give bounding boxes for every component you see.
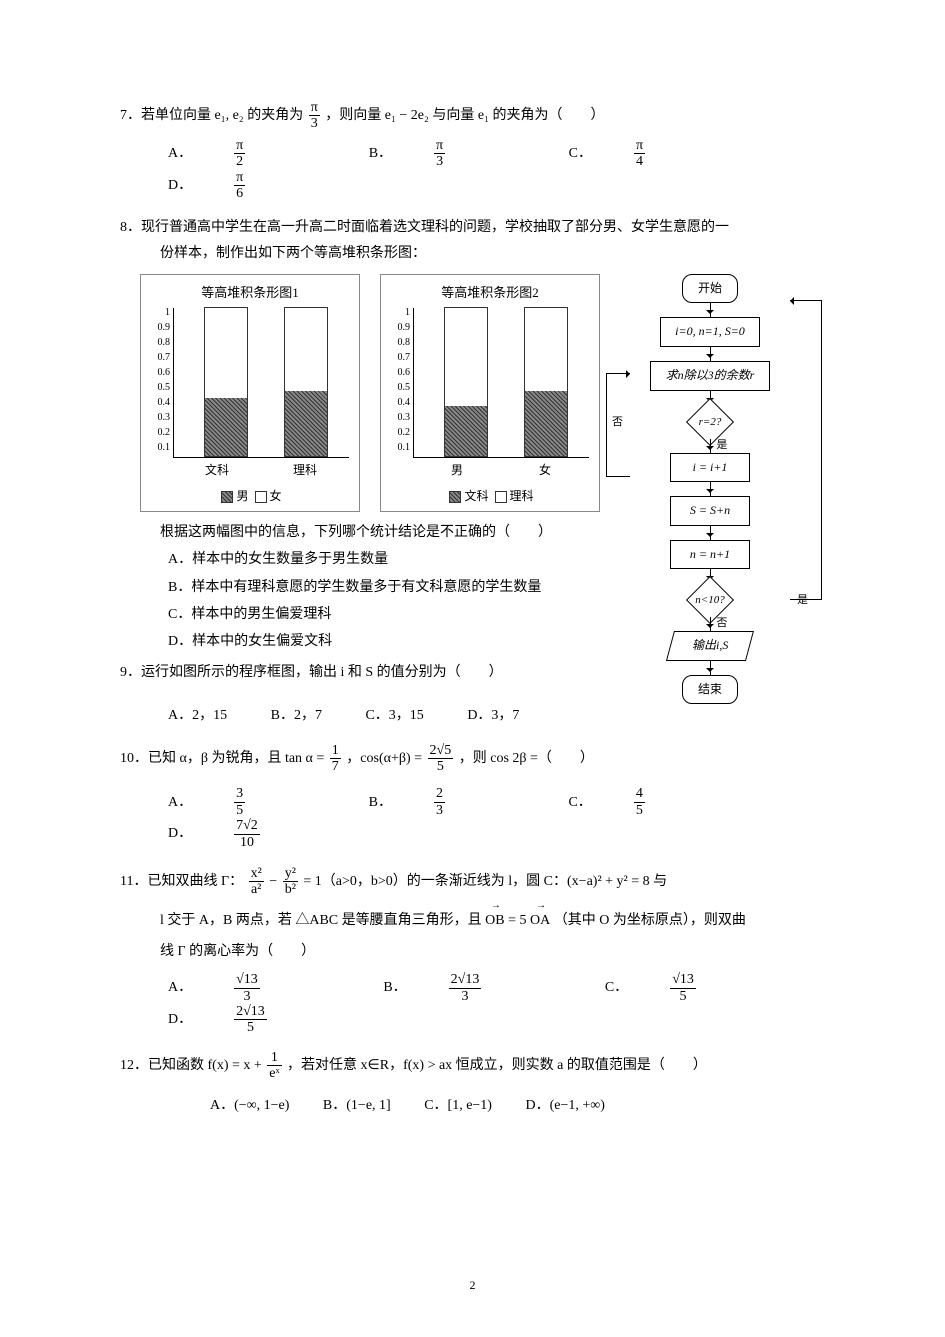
question-9: 9．运行如图所示的程序框图，输出 i 和 S 的值分别为（ ） A．2，15 B… <box>120 660 600 728</box>
q12-text-a: 12．已知函数 f(x) = x + <box>120 1058 265 1073</box>
q12-opt-c: C．[1, e−1) <box>424 1093 492 1118</box>
q8-opt-a: A．样本中的女生数量多于男生数量 <box>168 547 600 572</box>
q11-text-c: l 交于 A，B 两点，若 △ABC 是等腰直角三角形，且 <box>160 913 485 928</box>
fc-arrow <box>630 526 790 540</box>
chart2-xlabels: 男 女 <box>413 460 589 482</box>
q11-text-b: = 1（a>0，b>0）的一条渐近线为 l，圆 C：(x−a)² + y² = … <box>303 874 667 889</box>
fc-arrow <box>630 347 790 361</box>
q7-opt-c: C．π4 <box>569 138 725 170</box>
fc-arrow: 否 <box>630 617 790 631</box>
fc-step3: S = S+n <box>670 496 750 526</box>
q11-opt-a: A．√133 <box>168 972 340 1004</box>
q8-text-2: 份样本，制作出如下两个等高堆积条形图： <box>120 241 845 266</box>
legend-swatch-hatched-2 <box>449 491 461 503</box>
fc-cond2-yes: 是 <box>797 591 808 611</box>
page-number: 2 <box>0 1275 945 1297</box>
q9-opt-b: B．2，7 <box>271 703 322 728</box>
legend-swatch-white <box>255 491 267 503</box>
flowchart-inner: 开始 i=0, n=1, S=0 求n除以3的余数r r=2? 否 <box>610 274 790 705</box>
q10-opt-d: D．7√210 <box>168 818 340 850</box>
chart2-title: 等高堆积条形图2 <box>385 281 595 304</box>
q12-opt-a: A．(−∞, 1−e) <box>210 1093 289 1118</box>
q7-opt-b: B．π3 <box>369 138 525 170</box>
q9-opt-a: A．2，15 <box>168 703 227 728</box>
q7-opt-a: A．π2 <box>168 138 325 170</box>
q7-angle-frac: π 3 <box>309 100 320 132</box>
q12-options: A．(−∞, 1−e) B．(1−e, 1] C．[1, e−1) D．(e−1… <box>120 1093 845 1118</box>
q10-options: A．35 B．23 C．45 D．7√210 <box>120 786 845 850</box>
q11-text-d: （其中 O 为坐标原点），则双曲 <box>554 913 746 928</box>
q11-opt-c: C．√135 <box>605 972 776 1004</box>
q11-opt-d: D．2√135 <box>168 1004 347 1036</box>
stacked-bar <box>524 307 568 457</box>
chart2-legend: 文科 理科 <box>385 486 595 508</box>
q11-text-a: 11．已知双曲线 Γ： <box>120 874 243 889</box>
q10-text-a: 10．已知 α，β 为锐角，且 tan α = <box>120 751 328 766</box>
fc-loop-right <box>790 300 822 600</box>
q7-text-mid: ，则向量 e₁ − 2e₂ 与向量 e₁ 的夹角为（ ） <box>325 108 604 123</box>
q12-opt-d: D．(e−1, +∞) <box>525 1093 604 1118</box>
fc-step4: n = n+1 <box>670 540 750 570</box>
q8-conclusion: 根据这两幅图中的信息，下列哪个统计结论是不正确的（ ） <box>120 520 600 545</box>
q9-opt-d: D．3，7 <box>467 703 519 728</box>
q12-opt-b: B．(1−e, 1] <box>323 1093 391 1118</box>
q8-opt-d: D．样本中的女生偏爱文科 <box>168 629 600 654</box>
stacked-bar <box>284 307 328 457</box>
q11-options: A．√133 B．2√133 C．√135 D．2√135 <box>120 972 845 1036</box>
q11-opt-b: B．2√133 <box>383 972 561 1004</box>
fc-step2: i = i+1 <box>670 453 750 483</box>
vec-oa: OA <box>530 908 550 933</box>
legend-swatch-white-2 <box>495 491 507 503</box>
charts-and-flowchart-row: 等高堆积条形图1 10.90.80.70.60.50.40.30.20.1 文科… <box>120 274 845 729</box>
q8-opt-b: B．样本中有理科意愿的学生数量多于有文科意愿的学生数量 <box>168 575 600 600</box>
q8-opt-c: C．样本中的男生偏爱理科 <box>168 602 600 627</box>
q11-text-e: 线 Γ 的离心率为（ ） <box>120 939 845 964</box>
fc-cond2: n<10? 是 <box>630 583 790 617</box>
question-11: 11．已知双曲线 Γ： x²a² − y²b² = 1（a>0，b>0）的一条渐… <box>120 866 845 1036</box>
q8-text-1: 8．现行普通高中学生在高一升高二时面临着选文理科的问题，学校抽取了部分男、女学生… <box>120 215 845 240</box>
vec-ob: OB <box>485 908 504 933</box>
q7-text-pre: 7．若单位向量 e₁, e₂ 的夹角为 <box>120 108 307 123</box>
chart2-area: 10.90.80.70.60.50.40.30.20.1 <box>413 308 589 458</box>
chart1-title: 等高堆积条形图1 <box>145 281 355 304</box>
q9-options: A．2，15 B．2，7 C．3，15 D．3，7 <box>120 703 600 728</box>
q10-text-b: ，cos(α+β) = <box>346 751 425 766</box>
q7-options: A．π2 B．π3 C．π4 D．π6 <box>120 138 845 202</box>
fc-init: i=0, n=1, S=0 <box>660 317 760 347</box>
bar-chart-2: 等高堆积条形图2 10.90.80.70.60.50.40.30.20.1 男 … <box>380 274 600 513</box>
q8-options: A．样本中的女生数量多于男生数量 B．样本中有理科意愿的学生数量多于有文科意愿的… <box>120 547 600 654</box>
stacked-bar <box>444 307 488 457</box>
charts-column: 等高堆积条形图1 10.90.80.70.60.50.40.30.20.1 文科… <box>120 274 600 729</box>
question-7: 7．若单位向量 e₁, e₂ 的夹角为 π 3 ，则向量 e₁ − 2e₂ 与向… <box>120 100 845 201</box>
q10-opt-c: C．45 <box>568 786 724 818</box>
fc-arrow: 是 <box>630 439 790 453</box>
question-10: 10．已知 α，β 为锐角，且 tan α = 17 ，cos(α+β) = 2… <box>120 743 845 850</box>
fc-arrow <box>630 661 790 675</box>
fc-end: 结束 <box>682 675 738 705</box>
fc-start: 开始 <box>682 274 738 304</box>
chart-pair: 等高堆积条形图1 10.90.80.70.60.50.40.30.20.1 文科… <box>140 274 600 513</box>
fc-arrow <box>630 482 790 496</box>
flowchart: 开始 i=0, n=1, S=0 求n除以3的余数r r=2? 否 <box>610 274 790 705</box>
legend-swatch-hatched <box>221 491 233 503</box>
q7-opt-d: D．π6 <box>168 170 325 202</box>
stacked-bar <box>204 307 248 457</box>
chart1-legend: 男 女 <box>145 486 355 508</box>
fc-arrow <box>630 303 790 317</box>
q9-opt-c: C．3，15 <box>365 703 423 728</box>
fc-step1: 求n除以3的余数r <box>650 361 770 391</box>
bar-chart-1: 等高堆积条形图1 10.90.80.70.60.50.40.30.20.1 文科… <box>140 274 360 513</box>
q10-opt-b: B．23 <box>369 786 525 818</box>
fc-cond1-no: 否 <box>612 413 623 433</box>
q12-text-b: ，若对任意 x∈R，f(x) > ax 恒成立，则实数 a 的取值范围是（ ） <box>287 1058 707 1073</box>
chart1-xlabels: 文科 理科 <box>173 460 349 482</box>
question-12: 12．已知函数 f(x) = x + 1eˣ ，若对任意 x∈R，f(x) > … <box>120 1050 845 1119</box>
q9-text: 9．运行如图所示的程序框图，输出 i 和 S 的值分别为（ ） <box>120 660 600 685</box>
fc-output: 输出i,S <box>666 631 754 661</box>
q10-opt-a: A．35 <box>168 786 325 818</box>
q10-text-c: ，则 cos 2β =（ ） <box>459 751 594 766</box>
question-8: 8．现行普通高中学生在高一升高二时面临着选文理科的问题，学校抽取了部分男、女学生… <box>120 215 845 728</box>
chart1-area: 10.90.80.70.60.50.40.30.20.1 <box>173 308 349 458</box>
fc-cond1: r=2? 否 <box>630 405 790 439</box>
